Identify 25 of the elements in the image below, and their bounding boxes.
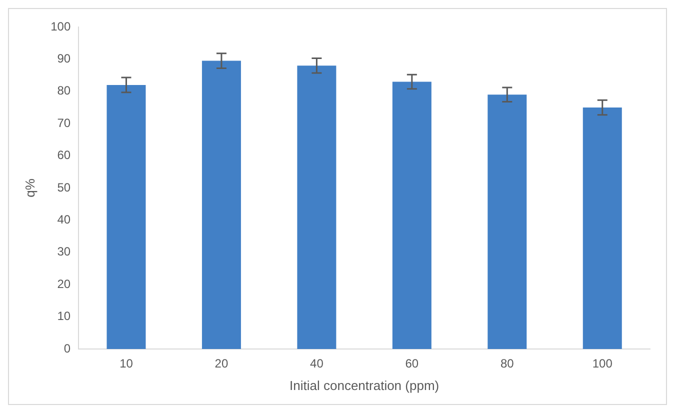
y-tick-label: 90	[57, 52, 71, 66]
y-tick-label: 60	[57, 148, 71, 162]
bar	[582, 108, 622, 349]
y-axis-title: q%	[22, 178, 38, 198]
y-tick-label: 50	[57, 180, 71, 194]
bar	[106, 84, 146, 349]
x-tick-label: 100	[592, 356, 613, 371]
y-tick-label: 70	[57, 116, 71, 130]
y-tick-label: 30	[57, 244, 71, 259]
y-tick-label: 80	[57, 84, 71, 98]
x-tick-label: 20	[214, 356, 228, 371]
bar	[297, 66, 336, 349]
x-tick-label: 80	[500, 356, 514, 371]
bar	[202, 60, 241, 349]
y-tick-label: 10	[57, 309, 71, 324]
x-tick-label: 60	[405, 356, 419, 371]
bar	[488, 94, 527, 349]
x-tick-label: 40	[310, 356, 324, 371]
bar	[392, 82, 432, 349]
y-tick-label: 0	[64, 341, 71, 356]
x-tick-label: 10	[120, 356, 134, 371]
x-axis-title: Initial concentration (ppm)	[290, 378, 440, 393]
y-tick-label: 100	[50, 19, 71, 34]
y-tick-label: 40	[57, 212, 71, 227]
y-tick-label: 20	[57, 276, 71, 291]
